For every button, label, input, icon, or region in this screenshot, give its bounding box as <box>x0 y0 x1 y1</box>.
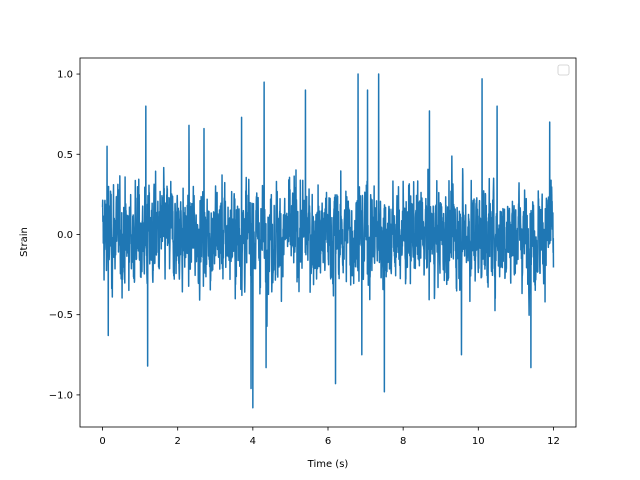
x-tick-label: 12 <box>547 436 560 447</box>
plot-area <box>101 73 555 409</box>
y-tick-label: 0.5 <box>57 150 73 161</box>
x-axis-label: Time (s) <box>307 459 349 470</box>
y-axis-ticks: −1.0 −0.5 0.0 0.5 1.0 <box>49 70 80 401</box>
y-tick-label: −0.5 <box>49 310 73 321</box>
x-tick-label: 4 <box>250 436 256 447</box>
series-strain-line <box>101 73 555 409</box>
x-tick-label: 6 <box>325 436 331 447</box>
y-tick-label: −1.0 <box>49 390 73 401</box>
x-tick-label: 0 <box>99 436 105 447</box>
y-axis-label: Strain <box>19 227 30 257</box>
legend-box <box>557 64 570 76</box>
x-axis-ticks: 0 2 4 6 8 10 12 <box>99 427 560 447</box>
y-tick-label: 0.0 <box>57 230 73 241</box>
x-tick-label: 10 <box>472 436 485 447</box>
x-tick-label: 2 <box>175 436 181 447</box>
x-tick-label: 8 <box>400 436 406 447</box>
y-tick-label: 1.0 <box>57 70 73 81</box>
